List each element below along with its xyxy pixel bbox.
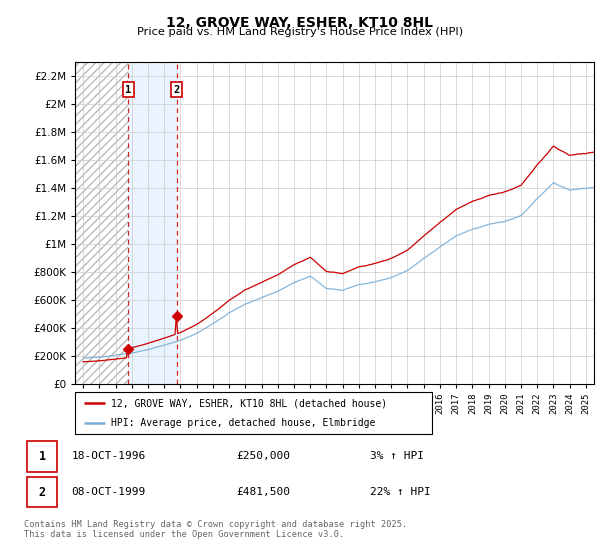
Text: 2: 2	[38, 486, 46, 499]
Text: 22% ↑ HPI: 22% ↑ HPI	[370, 487, 431, 497]
Text: 2: 2	[173, 85, 180, 95]
Text: 12, GROVE WAY, ESHER, KT10 8HL: 12, GROVE WAY, ESHER, KT10 8HL	[167, 16, 433, 30]
Text: £481,500: £481,500	[236, 487, 290, 497]
Text: 08-OCT-1999: 08-OCT-1999	[71, 487, 146, 497]
Text: 12, GROVE WAY, ESHER, KT10 8HL (detached house): 12, GROVE WAY, ESHER, KT10 8HL (detached…	[111, 398, 387, 408]
Text: Contains HM Land Registry data © Crown copyright and database right 2025.
This d: Contains HM Land Registry data © Crown c…	[24, 520, 407, 539]
Text: HPI: Average price, detached house, Elmbridge: HPI: Average price, detached house, Elmb…	[111, 418, 375, 428]
Text: 1: 1	[125, 85, 131, 95]
FancyBboxPatch shape	[27, 477, 58, 507]
FancyBboxPatch shape	[75, 392, 432, 434]
Text: 18-OCT-1996: 18-OCT-1996	[71, 451, 146, 461]
Text: 1: 1	[38, 450, 46, 463]
FancyBboxPatch shape	[27, 441, 58, 472]
Bar	[75, 62, 128, 384]
Text: 3% ↑ HPI: 3% ↑ HPI	[370, 451, 424, 461]
Text: £250,000: £250,000	[236, 451, 290, 461]
Text: Price paid vs. HM Land Registry's House Price Index (HPI): Price paid vs. HM Land Registry's House …	[137, 27, 463, 38]
Bar	[128, 62, 176, 384]
Bar	[75, 62, 128, 384]
